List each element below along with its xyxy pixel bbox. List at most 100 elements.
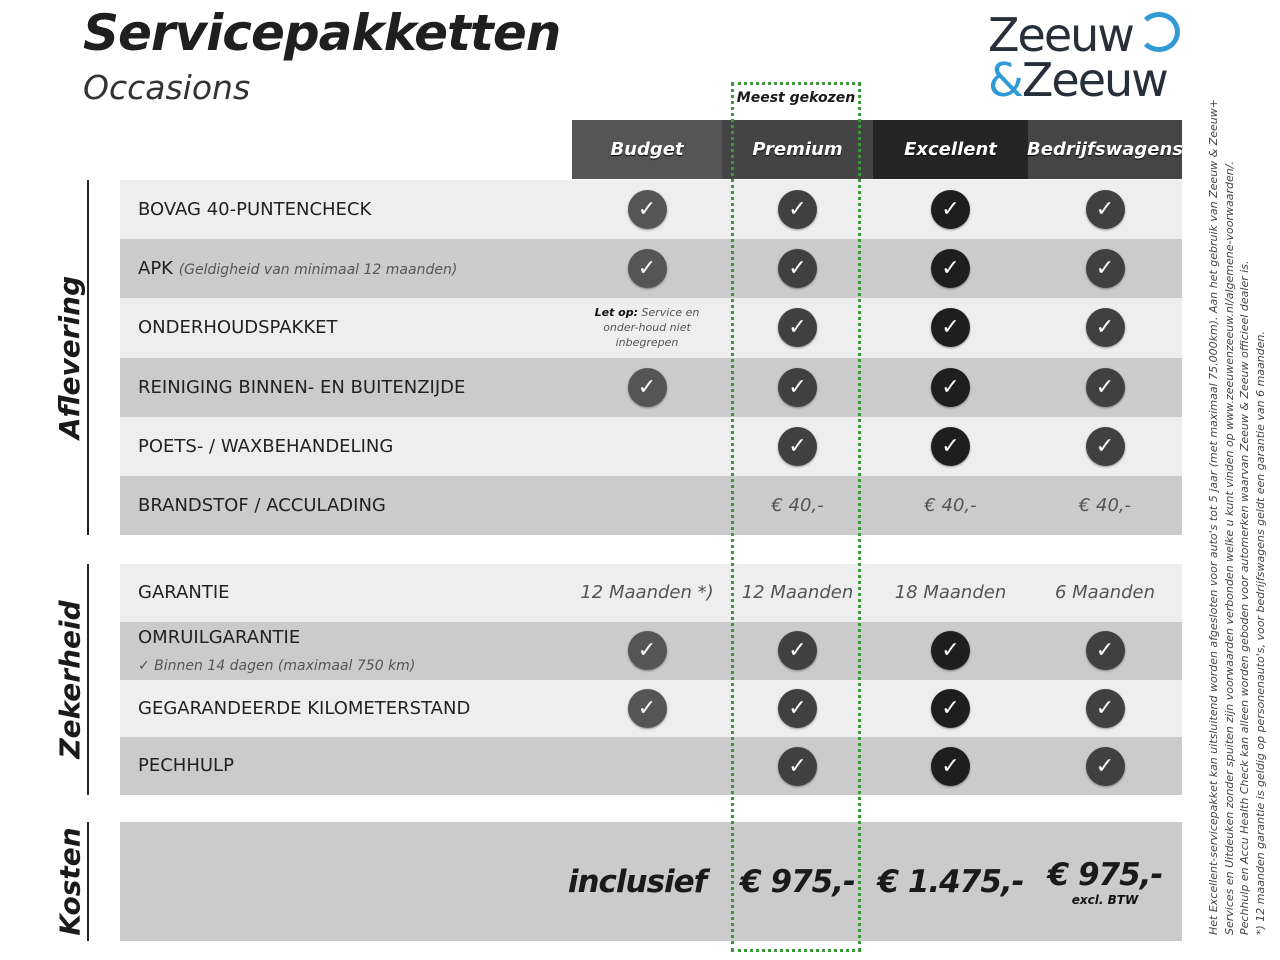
cell-excellent: 18 Maanden [873,564,1028,622]
cell-premium: ✓ [722,622,873,680]
price-bedrijfswagens: € 975,- excl. BTW [1028,822,1182,941]
row-label: BOVAG 40-PUNTENCHECK [138,180,371,239]
section-divider-line [87,180,89,536]
table-row: BRANDSTOF / ACCULADING € 40,- € 40,- € 40,- [120,476,1182,536]
row-label-text: GEGARANDEERDE KILOMETERSTAND [138,697,471,719]
cell-value: € 40,- [771,495,824,517]
highlight-box [731,82,861,952]
cell-value: 6 Maanden [1054,582,1156,604]
price-note: excl. BTW [1071,892,1139,907]
footnote: Services en Uitdeuken zonder spuiten zij… [1222,161,1236,935]
page-subtitle: Occasions [83,68,251,107]
section-label-text: Zekerheid [53,600,87,759]
cell-budget [572,476,722,535]
check-icon: ✓ [627,631,667,671]
section-divider-line [87,822,89,941]
row-label: REINIGING BINNEN- EN BUITENZIJDE [138,358,465,417]
row-label-text: BRANDSTOF / ACCULADING [138,495,386,516]
cell-premium: ✓ [722,298,873,357]
check-icon: ✓ [627,688,667,728]
row-label-text: REINIGING BINNEN- EN BUITENZIJDE [138,376,466,398]
cell-bedrijfswagens: ✓ [1028,737,1182,795]
check-icon: ✓ [931,746,970,786]
cell-bedrijfswagens: ✓ [1028,680,1182,738]
cell-excellent: € 40,- [873,476,1028,535]
cell-bedrijfswagens: 6 Maanden [1028,564,1182,622]
check-icon: ✓ [778,308,817,348]
cell-bedrijfswagens: ✓ [1028,417,1182,476]
check-icon: ✓ [627,367,667,407]
price-premium: € 975,- [722,822,873,941]
row-label-text: PECHHULP [138,755,234,777]
cell-budget [572,737,722,795]
section-label-kosten: Kosten [40,822,100,941]
cell-excellent: ✓ [873,358,1028,417]
cell-excellent: ✓ [873,298,1028,357]
highlight-label: Meest gekozen [736,90,856,106]
cell-budget: ✓ [572,358,722,417]
cell-premium: ✓ [722,358,873,417]
check-icon: ✓ [1085,249,1125,289]
cell-excellent: ✓ [873,239,1028,298]
check-icon: ✓ [778,249,817,289]
row-detail: ✓ Binnen 14 dagen (maximaal 750 km) [138,657,416,674]
table-row: POETS- / WAXBEHANDELING ✓ ✓ ✓ [120,416,1182,476]
row-label-text: ONDERHOUDSPAKKET [138,317,338,339]
column-header-budget: Budget [572,120,722,179]
cell-bedrijfswagens: ✓ [1028,358,1182,417]
price-excellent: € 1.475,- [873,822,1028,941]
logo-line1: Zeeuw [988,8,1135,62]
table-row: APK (Geldigheid van minimaal 12 maanden)… [120,239,1182,300]
cell-excellent: ✓ [873,622,1028,680]
price-value: € 975,- [1047,856,1164,893]
check-icon: ✓ [1085,688,1125,728]
check-icon: ✓ [931,688,970,728]
footnote: Pechhulp en Accu Health Check kan alleen… [1238,260,1251,935]
table-row: BOVAG 40-PUNTENCHECK ✓ ✓ ✓ ✓ [120,180,1182,240]
cell-excellent: ✓ [873,737,1028,795]
cell-bedrijfswagens: ✓ [1028,239,1182,298]
cell-value: € 40,- [1078,495,1132,517]
section-label-text: Aflevering [53,275,87,440]
table-row: GARANTIE 12 Maanden *) 12 Maanden 18 Maande… [120,564,1182,622]
check-icon: ✓ [627,190,667,230]
cell-premium: 12 Maanden [722,564,873,622]
logo-line2-wrap: &Zeeuw [988,53,1169,107]
check-icon: ✓ [1085,367,1125,407]
cell-bedrijfswagens: ✓ [1028,622,1182,680]
logo-ampersand: & [988,53,1024,107]
check-icon: ✓ [627,249,667,289]
row-label-text: BOVAG 40-PUNTENCHECK [138,199,372,220]
row-label-text: OMRUILGARANTIE [138,626,301,648]
cell-bedrijfswagens: ✓ [1028,298,1182,357]
check-icon: ✓ [1085,308,1125,348]
cell-premium: ✓ [722,737,873,795]
cell-bedrijfswagens: ✓ [1028,180,1182,239]
check-icon: ✓ [1085,190,1125,230]
cell-excellent: ✓ [873,180,1028,239]
row-label: PECHHULP [138,737,234,795]
check-icon: ✓ [931,308,970,348]
check-icon: ✓ [1085,746,1125,786]
note-bold: Let op: [594,306,638,320]
cell-bedrijfswagens: € 40,- [1028,476,1182,535]
section-label-zekerheid: Zekerheid [40,564,100,795]
column-header-excellent: Excellent [873,120,1028,179]
column-header-bedrijfswagens: Bedrijfswagens [1027,120,1183,179]
row-label: GARANTIE [138,564,230,622]
cell-value: 12 Maanden [741,582,854,604]
footnote: *) 12 maanden garantie is geldig op pers… [1253,331,1267,935]
check-icon: ✓ [778,631,817,671]
cell-budget: 12 Maanden *) [572,564,722,622]
check-icon: ✓ [931,367,970,407]
check-icon: ✓ [778,190,817,230]
row-label-text: GARANTIE [138,582,230,603]
check-icon: ✓ [931,249,970,289]
section-label-aflevering: Aflevering [40,180,100,535]
cell-premium: ✓ [722,239,873,298]
row-label: BRANDSTOF / ACCULADING [138,476,386,535]
check-icon: ✓ [778,367,817,407]
cell-premium: € 40,- [722,476,873,535]
table-row: REINIGING BINNEN- EN BUITENZIJDE ✓ ✓ ✓ ✓ [120,357,1182,417]
row-label: APK (Geldigheid van minimaal 12 maanden) [138,239,457,300]
